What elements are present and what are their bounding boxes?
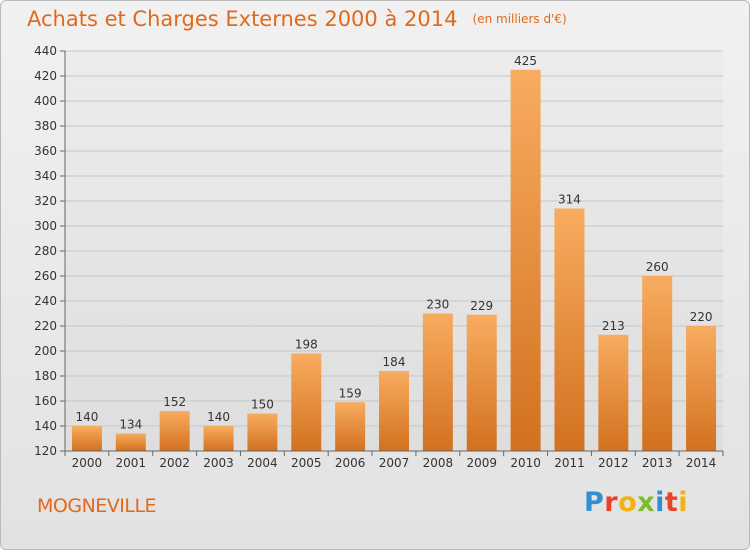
bar <box>291 353 322 451</box>
x-tick-label: 2010 <box>510 456 541 470</box>
x-tick-label: 2011 <box>554 456 585 470</box>
x-tick-label: 2008 <box>423 456 454 470</box>
bar <box>71 426 102 451</box>
y-tick-label: 320 <box>34 194 57 208</box>
x-tick-label: 2014 <box>686 456 717 470</box>
chart-unit: (en milliers d'€) <box>472 12 567 26</box>
y-tick-label: 380 <box>34 119 57 133</box>
y-tick-label: 240 <box>34 294 57 308</box>
data-label: 229 <box>470 299 493 313</box>
x-tick-label: 2005 <box>291 456 322 470</box>
bar <box>247 413 278 451</box>
x-tick-label: 2002 <box>159 456 190 470</box>
bar <box>686 326 717 451</box>
x-tick-label: 2003 <box>203 456 234 470</box>
chart-title: Achats et Charges Externes 2000 à 2014 <box>27 7 458 31</box>
x-tick-label: 2000 <box>72 456 103 470</box>
data-label: 159 <box>339 386 362 400</box>
bar <box>510 69 541 451</box>
bar <box>598 334 629 451</box>
bar <box>335 402 366 451</box>
bar <box>554 208 585 451</box>
y-tick-label: 420 <box>34 69 57 83</box>
data-label: 213 <box>602 319 625 333</box>
bar <box>379 371 409 451</box>
x-tick-label: 2006 <box>335 456 366 470</box>
commune-name: MOGNEVILLE <box>37 495 157 517</box>
title-row: Achats et Charges Externes 2000 à 2014 (… <box>27 7 567 31</box>
data-label: 198 <box>295 338 318 352</box>
y-tick-label: 120 <box>34 444 57 458</box>
bar <box>422 313 453 451</box>
y-tick-label: 280 <box>34 244 57 258</box>
bar <box>115 433 146 451</box>
y-tick-label: 220 <box>34 319 57 333</box>
data-label: 425 <box>514 54 537 68</box>
data-label: 134 <box>119 418 142 432</box>
bar <box>642 276 673 451</box>
x-tick-label: 2012 <box>598 456 629 470</box>
data-label: 150 <box>251 398 274 412</box>
x-tick-label: 2013 <box>642 456 673 470</box>
y-tick-label: 300 <box>34 219 57 233</box>
y-tick-label: 400 <box>34 94 57 108</box>
y-tick-label: 160 <box>34 394 57 408</box>
y-tick-label: 140 <box>34 419 57 433</box>
data-label: 314 <box>558 193 581 207</box>
y-tick-label: 200 <box>34 344 57 358</box>
data-label: 184 <box>383 355 406 369</box>
data-label: 152 <box>163 395 186 409</box>
y-tick-label: 440 <box>34 44 57 58</box>
y-tick-label: 180 <box>34 369 57 383</box>
proxiti-logo: Proxiti <box>584 487 689 518</box>
bar <box>159 411 190 451</box>
x-tick-label: 2009 <box>466 456 497 470</box>
y-tick-label: 260 <box>34 269 57 283</box>
bar <box>466 314 497 451</box>
x-tick-label: 2004 <box>247 456 278 470</box>
y-tick-label: 340 <box>34 169 57 183</box>
data-label: 140 <box>207 410 230 424</box>
bar <box>203 426 234 451</box>
data-label: 220 <box>690 310 713 324</box>
data-label: 260 <box>646 260 669 274</box>
x-tick-label: 2001 <box>116 456 147 470</box>
data-label: 140 <box>75 410 98 424</box>
y-tick-label: 360 <box>34 144 57 158</box>
x-tick-label: 2007 <box>379 456 410 470</box>
data-label: 230 <box>426 298 449 312</box>
